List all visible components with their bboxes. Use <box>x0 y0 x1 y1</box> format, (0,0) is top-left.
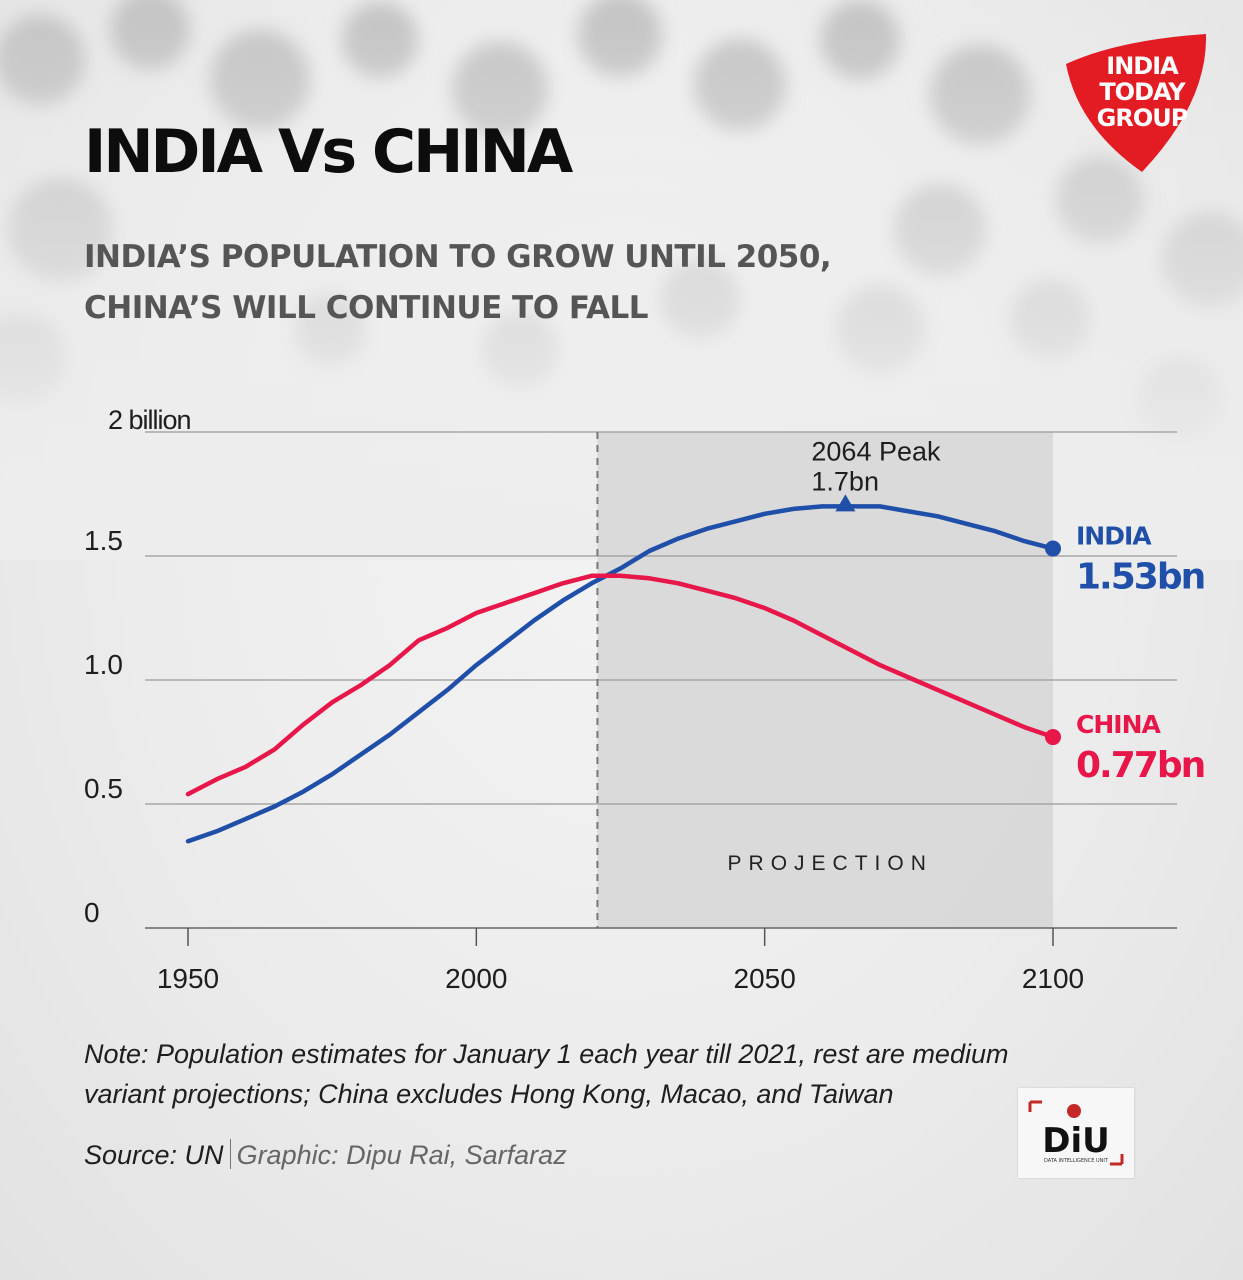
series-line-india <box>185 504 1056 844</box>
credit-separator <box>229 1139 231 1169</box>
series-name-india: INDIA <box>1076 522 1152 551</box>
svg-text:GROUP: GROUP <box>1097 104 1188 132</box>
svg-text:INDIA: INDIA <box>1106 52 1179 80</box>
y-tick-label-0: 0 <box>84 897 100 928</box>
diu-logo: DiU DATA INTELLIGENCE UNIT <box>1018 1088 1134 1178</box>
x-tick-label-2100: 2100 <box>1022 963 1084 994</box>
x-tick-label-2000: 2000 <box>445 963 507 994</box>
peak-label-line-2: 1.7bn <box>811 466 879 496</box>
source-credit: Source: UN <box>84 1140 224 1170</box>
india-today-group-logo: INDIA TODAY GROUP <box>1066 34 1207 172</box>
x-tick-label-2050: 2050 <box>734 963 796 994</box>
svg-text:DiU: DiU <box>1042 1121 1110 1161</box>
peak-label-line-1: 2064 Peak <box>811 436 941 466</box>
end-point-india <box>1045 540 1061 557</box>
series-line-china <box>185 573 1056 797</box>
y-tick-label-1-0: 1.0 <box>84 649 123 680</box>
subtitle-line-2: CHINA’S WILL CONTINUE TO FALL <box>84 290 648 326</box>
series-name-china: CHINA <box>1076 710 1161 739</box>
page-title: INDIA Vs CHINA <box>84 117 573 187</box>
credits: Source: UN Graphic: Dipu Rai, Sarfaraz <box>84 1138 567 1172</box>
projection-label: PROJECTION <box>728 852 933 875</box>
x-tick-label-1950: 1950 <box>157 963 219 994</box>
page-subtitle: INDIA’S POPULATION TO GROW UNTIL 2050, C… <box>84 232 984 334</box>
series-end-value-india: 1.53bn <box>1076 557 1204 598</box>
footnote: Note: Population estimates for January 1… <box>84 1039 1009 1109</box>
y-tick-label-1-5: 1.5 <box>84 525 123 556</box>
graphic-credit: Graphic: Dipu Rai, Sarfaraz <box>236 1140 567 1170</box>
end-point-china <box>1045 729 1061 746</box>
y-tick-label-2-billion: 2 billion <box>108 405 191 435</box>
gridlines <box>145 431 1177 805</box>
y-tick-label-0-5: 0.5 <box>84 773 123 804</box>
population-line-chart: PROJECTION 0 0.5 1.0 1.5 2 billion 1950 2000 2… <box>84 405 1206 994</box>
crowd-background <box>0 0 1243 560</box>
series-lines <box>185 504 1061 844</box>
subtitle-line-1: INDIA’S POPULATION TO GROW UNTIL 2050, <box>84 239 832 275</box>
x-axis: 1950 2000 2050 2100 <box>145 927 1177 994</box>
svg-text:DATA INTELLIGENCE UNIT: DATA INTELLIGENCE UNIT <box>1044 1158 1109 1164</box>
y-axis-labels: 0 0.5 1.0 1.5 2 billion <box>84 405 192 928</box>
peak-marker <box>835 494 856 512</box>
svg-text:TODAY: TODAY <box>1099 78 1186 106</box>
series-end-value-china: 0.77bn <box>1076 745 1204 786</box>
